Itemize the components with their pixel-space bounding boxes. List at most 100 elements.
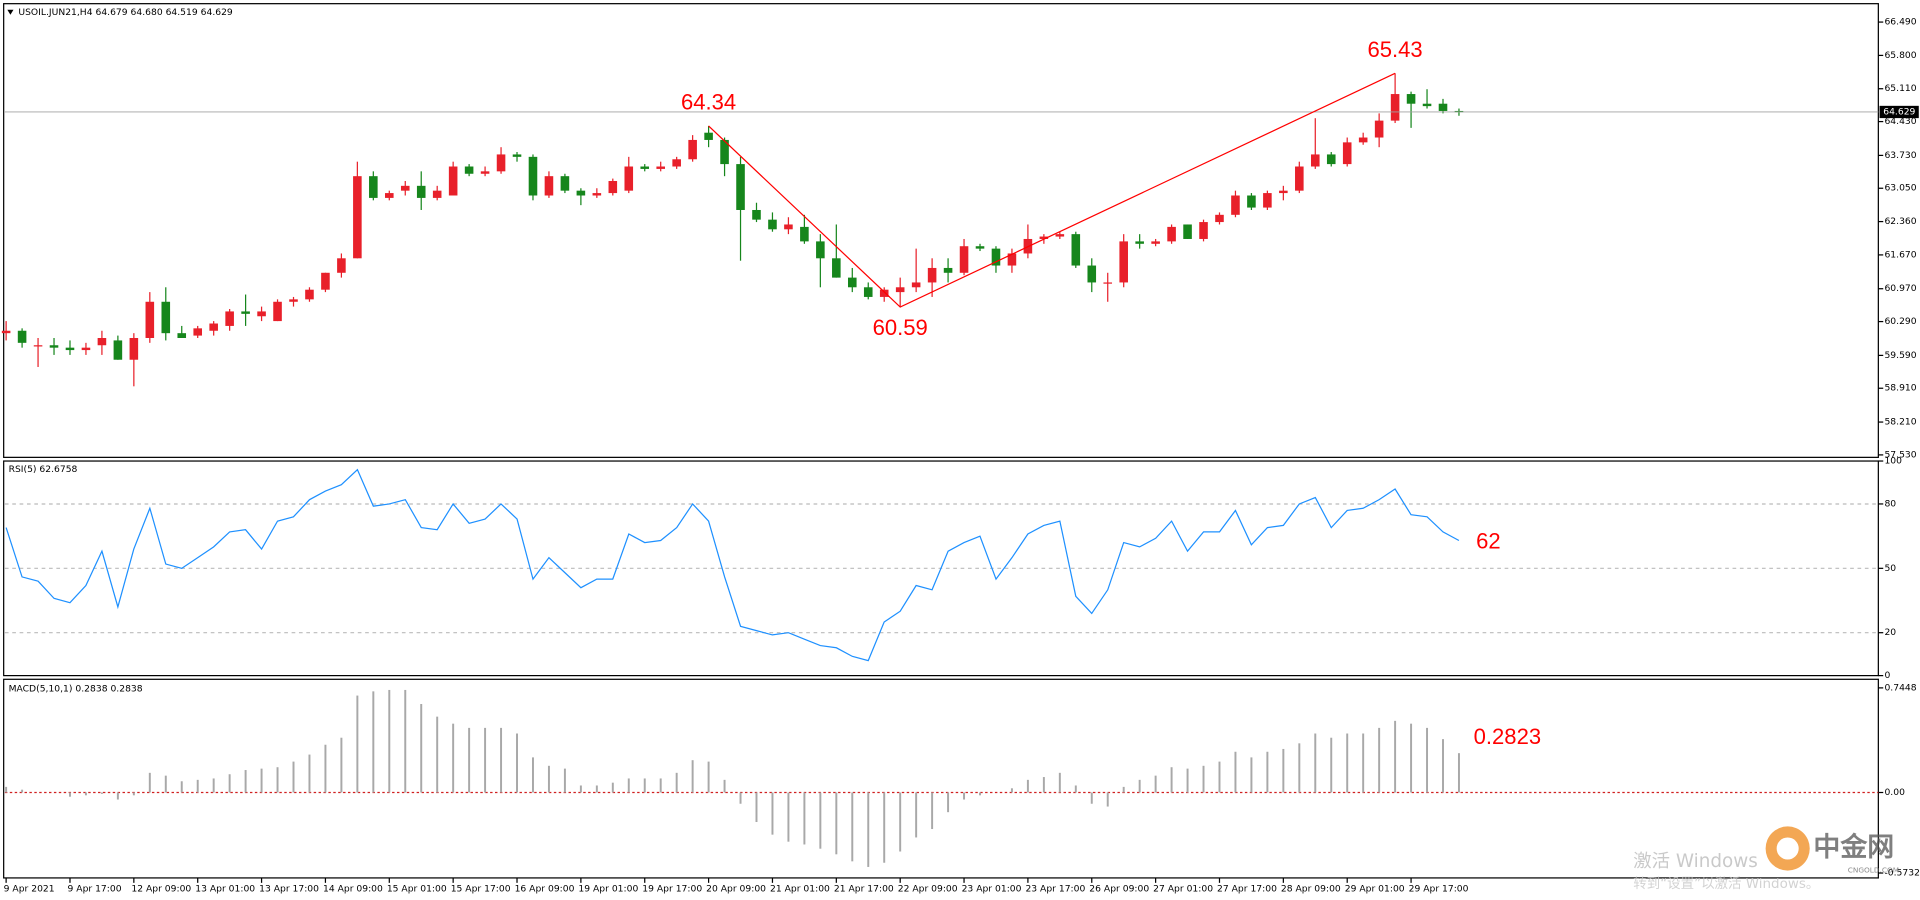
watermark-text: 激活 Windows	[1633, 851, 1758, 872]
y-tick-label: 100	[1884, 456, 1902, 467]
candle-body	[1374, 120, 1384, 138]
y-tick-label: 63.730	[1884, 150, 1916, 161]
macd-bar	[1154, 775, 1157, 793]
candle-body	[400, 185, 410, 191]
y-tick-label: 58.210	[1884, 417, 1916, 428]
candle-body	[911, 282, 921, 288]
candle-body	[416, 185, 426, 198]
macd-bar	[276, 767, 279, 793]
x-tick-label: 26 Apr 09:00	[1089, 883, 1149, 894]
x-tick-label: 27 Apr 01:00	[1153, 883, 1213, 894]
candle-body	[321, 272, 330, 290]
macd-bar	[1026, 779, 1029, 793]
macd-bar	[260, 768, 263, 793]
macd-bar	[84, 792, 87, 796]
watermark-text: 转到“设置”以激活 Windows。	[1633, 876, 1819, 892]
candle-body	[816, 241, 825, 259]
rsi-line	[5, 468, 1460, 662]
y-tick-label: 59.590	[1884, 350, 1916, 361]
candle-body	[656, 166, 665, 169]
macd-bar	[404, 689, 407, 793]
candle-body	[832, 258, 841, 278]
macd-bar	[1058, 772, 1061, 793]
macd-bar	[1282, 748, 1285, 793]
y-tick-label: 65.800	[1884, 50, 1916, 61]
macd-bar	[579, 785, 582, 793]
candle-body	[895, 287, 905, 293]
macd-bar	[500, 727, 503, 793]
macd-bar	[228, 774, 231, 793]
menu-arrow[interactable]	[7, 9, 14, 15]
y-tick-label: 60.290	[1884, 316, 1916, 327]
candle-body	[1135, 241, 1144, 244]
y-tick-label: 0	[1884, 670, 1890, 681]
macd-bar	[659, 778, 662, 793]
logo-text: 中金网	[1813, 831, 1894, 863]
macd-bar	[21, 789, 24, 793]
macd-bar	[212, 778, 215, 793]
macd-bar	[388, 689, 391, 793]
candle-body	[863, 287, 873, 297]
candle-body	[991, 248, 1001, 266]
macd-bar	[787, 792, 790, 842]
macd-bar	[1234, 751, 1237, 793]
y-tick-label: 58.910	[1884, 383, 1916, 394]
candle-body	[1071, 234, 1081, 266]
macd-bar	[867, 792, 870, 867]
annotation: 60.59	[873, 315, 928, 340]
macd-bar	[1457, 753, 1460, 793]
candle-body	[1247, 195, 1256, 208]
candle-body	[1438, 103, 1448, 111]
candle-body	[1039, 236, 1049, 239]
last-price-box	[1879, 105, 1919, 119]
y-tick-label: 60.970	[1884, 283, 1916, 294]
candle-body	[800, 226, 809, 242]
macd-bar	[1346, 733, 1349, 793]
candle-body	[193, 328, 202, 336]
candle-body	[512, 154, 522, 157]
macd-bar	[1250, 757, 1253, 793]
x-tick-label: 12 Apr 09:00	[131, 883, 191, 894]
macd-bar	[1330, 737, 1333, 793]
macd-bar	[947, 792, 950, 813]
macd-bar	[1410, 723, 1413, 793]
candle-body	[353, 176, 362, 259]
x-tick-label: 9 Apr 2021	[4, 883, 55, 894]
candle-body	[688, 139, 697, 160]
macd-bar	[1138, 779, 1141, 793]
candle-body	[209, 323, 218, 331]
macd-bar	[196, 779, 199, 793]
macd-bar	[1426, 727, 1429, 793]
candle-body	[768, 219, 777, 230]
macd-bar	[292, 761, 295, 793]
y-tick-label: 64.430	[1884, 116, 1916, 127]
macd-bar	[452, 723, 455, 793]
candle-body	[129, 338, 139, 360]
macd-bar	[643, 778, 646, 793]
macd-bar	[116, 792, 119, 800]
candle-body	[544, 176, 554, 196]
macd-bar	[148, 772, 151, 793]
y-tick-label: 50	[1884, 563, 1896, 574]
macd-bar	[1442, 739, 1444, 793]
macd-bar	[1298, 743, 1301, 793]
candle-body	[608, 181, 618, 194]
macd-bar	[595, 785, 598, 793]
x-tick-label: 19 Apr 01:00	[578, 883, 638, 894]
candle-body	[1358, 137, 1368, 143]
macd-bar	[931, 792, 934, 830]
candle-body	[369, 176, 378, 198]
candle-body	[1183, 224, 1192, 239]
last-price-label: 64.629	[1883, 106, 1915, 117]
candle-body	[1151, 241, 1160, 244]
candle-body	[528, 156, 538, 196]
x-tick-label: 19 Apr 17:00	[642, 883, 702, 894]
macd-bar	[563, 768, 566, 793]
candle-body	[1103, 282, 1113, 284]
candle-body	[624, 166, 634, 191]
macd-bar	[963, 792, 966, 800]
macd-title: MACD(5,10,1) 0.2838 0.2838	[9, 684, 143, 695]
x-tick-label: 9 Apr 17:00	[68, 883, 122, 894]
macd-bar	[1218, 761, 1221, 793]
